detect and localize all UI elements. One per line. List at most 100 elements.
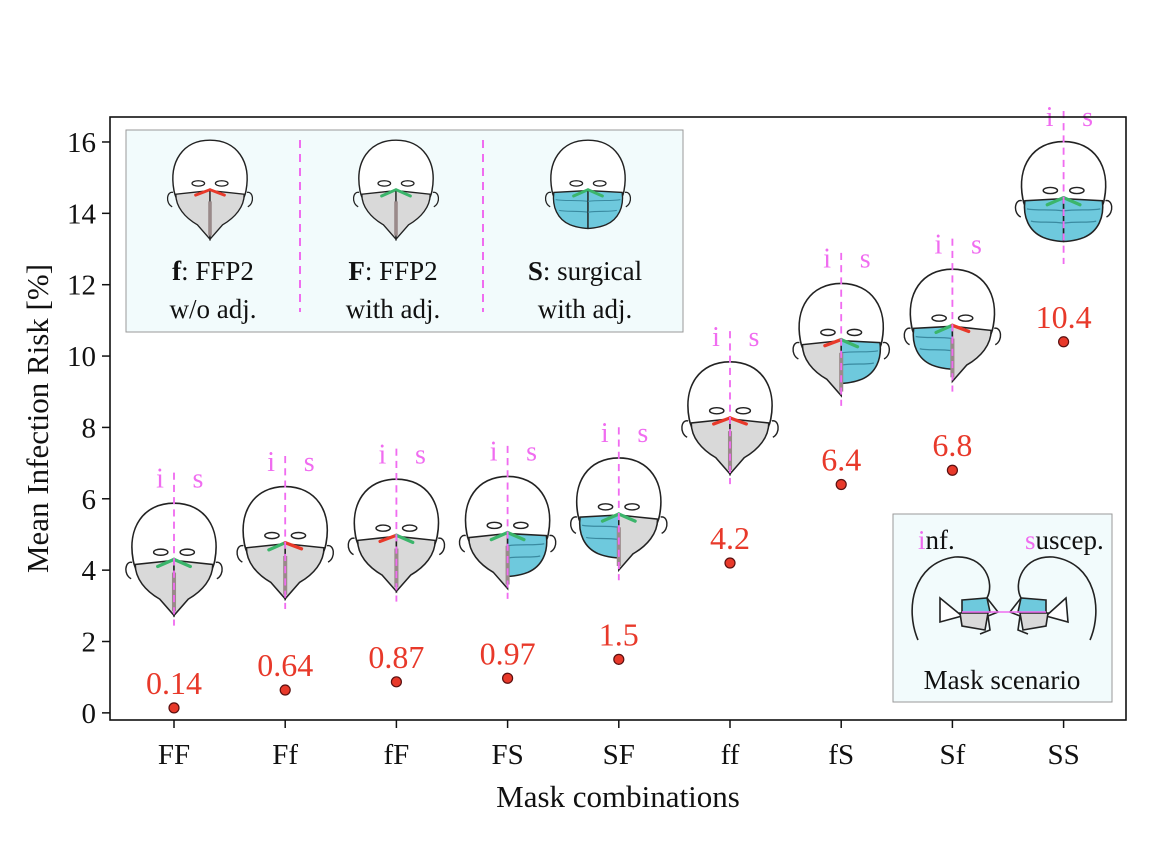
ear <box>458 534 466 553</box>
susceptible-marker-label: s <box>971 229 982 260</box>
ffp2-mask-half <box>395 535 436 594</box>
face-SS <box>1014 110 1113 264</box>
ffp2-mask-half <box>690 418 731 477</box>
surgical-mask-half <box>840 339 882 385</box>
eye <box>152 548 169 556</box>
ear <box>215 561 223 580</box>
mask-pleat <box>559 209 589 213</box>
susceptible-marker-label: s <box>304 447 315 478</box>
infected-marker-label: i <box>935 229 943 260</box>
nose-clip <box>1061 196 1082 207</box>
legend-item-F-line1: F: FFP2 <box>348 256 437 286</box>
y-tick-label: 12 <box>67 270 96 302</box>
nose-clip <box>208 188 226 197</box>
ear <box>438 537 446 556</box>
ear <box>544 191 552 208</box>
value-label: 0.87 <box>368 639 424 675</box>
nose-clip <box>156 557 176 569</box>
eye <box>735 406 752 415</box>
face-SF <box>570 427 668 581</box>
ffp2-mask-half <box>361 189 397 241</box>
face-FS <box>458 445 557 599</box>
ffp2-mask-half <box>134 559 175 618</box>
ffp2-mask-half <box>951 325 992 384</box>
ear <box>681 420 689 438</box>
mask-pleat <box>507 543 545 547</box>
data-points: 0.14 0.64 0.87 0.97 1.5 4.2 6.4 6.8 10.4 <box>146 299 1092 714</box>
nose-clip <box>712 416 732 426</box>
scenario-infected-label: inf. <box>918 525 955 555</box>
infected-marker-label: i <box>379 439 387 470</box>
ear <box>432 191 440 208</box>
surgical-mask-half <box>1023 197 1065 243</box>
data-point <box>390 676 402 688</box>
ffp2-mask-half <box>284 542 325 601</box>
nose-clip <box>728 416 748 426</box>
ear <box>660 516 668 535</box>
legend-item-S-line1: S: surgical <box>528 256 642 286</box>
mask-pleat <box>587 209 617 213</box>
mask-pleat <box>587 199 621 202</box>
eye <box>846 328 863 337</box>
mask-pleat <box>1030 220 1064 224</box>
face-Ff <box>236 455 334 609</box>
nose-clip <box>934 323 955 335</box>
data-point <box>946 464 959 476</box>
nose-clip <box>194 188 212 197</box>
value-label: 0.97 <box>480 635 536 671</box>
value-label: 4.2 <box>710 520 750 556</box>
ear <box>1014 199 1022 218</box>
ear <box>903 327 911 346</box>
x-tick-label: ff <box>721 739 740 771</box>
ear <box>792 341 800 360</box>
nose-clip <box>378 533 399 544</box>
nose-clip <box>380 188 398 198</box>
infected-marker-label: i <box>601 418 609 449</box>
eye <box>191 180 206 187</box>
infected-marker-label: i <box>267 447 275 478</box>
ear <box>549 534 557 553</box>
nose-clip <box>586 188 604 198</box>
nose-clip <box>839 337 860 349</box>
legend-item-f-line2: w/o adj. <box>170 294 257 324</box>
ffp2-mask-half <box>395 189 431 241</box>
eye <box>708 406 725 415</box>
ffp2-mask-half <box>729 418 770 477</box>
value-label: 6.8 <box>932 427 972 463</box>
mask-pleat <box>915 335 953 340</box>
susceptible-marker-label: s <box>193 463 204 494</box>
eye <box>1069 186 1085 195</box>
data-point <box>835 478 847 491</box>
eye <box>486 521 503 530</box>
eye <box>264 531 280 540</box>
surgical-mask-half <box>912 325 954 370</box>
value-label: 10.4 <box>1036 299 1092 335</box>
nose-clip <box>600 512 621 523</box>
ear <box>125 561 133 580</box>
eye <box>957 314 974 322</box>
mask-type-legend: f: FFP2 w/o adj. F: FFP2 with adj. S: su… <box>125 129 684 333</box>
face-Sf <box>903 238 1002 392</box>
data-point <box>724 557 736 569</box>
nose-clip <box>283 541 304 551</box>
legend-item-f-line1: f: FFP2 <box>172 256 254 286</box>
eye <box>931 314 947 322</box>
x-tick-label: SS <box>1047 739 1079 771</box>
x-tick-label: fS <box>828 739 854 771</box>
eye <box>400 180 415 187</box>
susceptible-marker-label: s <box>860 244 871 275</box>
susceptible-marker-label: s <box>415 439 426 470</box>
x-tick-label: SF <box>603 739 635 771</box>
ear <box>236 544 244 563</box>
face-fF <box>347 448 446 602</box>
x-tick-label: fF <box>384 739 410 771</box>
value-label: 0.14 <box>146 665 202 701</box>
data-point <box>1057 336 1070 348</box>
eye <box>401 524 418 532</box>
nose-clip <box>617 512 637 523</box>
y-tick-label: 2 <box>82 627 97 659</box>
mask-pleat <box>586 536 619 541</box>
nose-clip <box>950 323 971 334</box>
mask-pleat <box>581 524 619 528</box>
